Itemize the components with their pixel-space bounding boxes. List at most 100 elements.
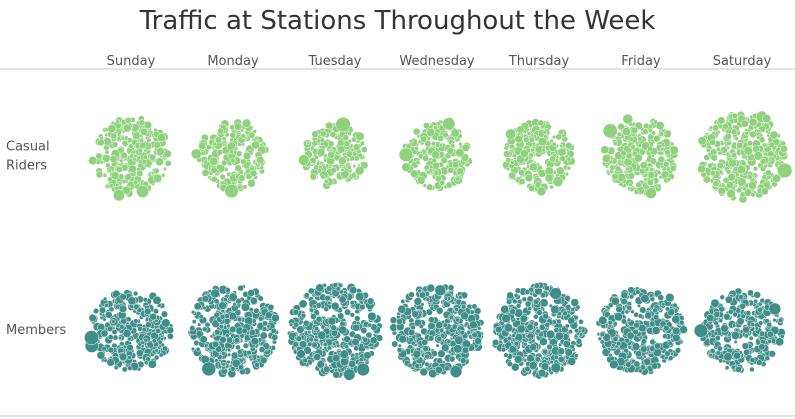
- bubble: [221, 361, 226, 367]
- bubble: [315, 315, 323, 323]
- bubble: [437, 349, 446, 358]
- bubble: [732, 311, 739, 318]
- bubble: [541, 147, 546, 153]
- bubble: [443, 365, 450, 372]
- bubble: [199, 335, 208, 344]
- bubble: [567, 329, 573, 335]
- bubble: [226, 352, 232, 357]
- bubble: [344, 308, 352, 316]
- bubble-large: [536, 186, 547, 197]
- bubble: [503, 352, 509, 358]
- cluster-members-friday: [595, 286, 688, 376]
- bubble: [354, 309, 360, 315]
- bubble: [529, 343, 538, 352]
- bubble: [633, 360, 641, 368]
- bubble: [723, 313, 731, 321]
- bubble: [506, 360, 513, 367]
- bubble: [758, 136, 766, 144]
- bubble: [712, 180, 720, 188]
- bubble: [113, 365, 119, 371]
- bubble: [639, 161, 648, 170]
- bubble: [256, 354, 261, 360]
- bubble: [249, 165, 255, 172]
- bubble: [424, 353, 430, 360]
- bubble: [716, 345, 723, 352]
- bubble: [127, 365, 133, 371]
- bubble: [354, 315, 361, 322]
- bubble: [518, 178, 526, 186]
- bubble: [663, 324, 670, 332]
- bubble: [749, 357, 756, 363]
- bubble: [216, 149, 224, 156]
- bubble: [616, 131, 623, 138]
- bubble: [271, 313, 280, 323]
- bubble: [157, 133, 166, 142]
- bubble-large: [356, 362, 370, 377]
- bubble: [258, 346, 266, 353]
- bubble: [296, 349, 306, 359]
- bubble: [242, 184, 248, 190]
- bubble: [543, 285, 550, 292]
- bubble: [474, 337, 482, 345]
- bubble: [672, 302, 678, 308]
- bubble: [503, 150, 511, 158]
- bubble: [742, 326, 750, 334]
- cluster-casual-thursday: [502, 118, 576, 197]
- bubble: [220, 350, 226, 356]
- bubble: [133, 318, 139, 324]
- bubble: [553, 327, 560, 334]
- bubble: [103, 137, 112, 146]
- bubble: [559, 155, 566, 162]
- bubble: [528, 152, 534, 158]
- bubble: [714, 335, 721, 341]
- bubble: [740, 313, 746, 319]
- bubble: [612, 335, 619, 342]
- bubble: [506, 335, 512, 341]
- bubble: [248, 131, 256, 139]
- bubble: [454, 306, 460, 312]
- bubble: [221, 159, 228, 167]
- bubble: [557, 347, 566, 356]
- bubble: [628, 182, 633, 187]
- bubble: [598, 315, 608, 325]
- bubble: [626, 331, 635, 340]
- bubble: [128, 143, 134, 149]
- bubble: [422, 345, 429, 352]
- bubble: [743, 333, 749, 339]
- bubble: [623, 157, 633, 167]
- bubble: [625, 152, 633, 160]
- bubble-large: [84, 330, 99, 346]
- bubble: [453, 344, 463, 354]
- bubble: [108, 183, 114, 189]
- bubble: [514, 355, 523, 364]
- bubble: [210, 166, 218, 174]
- bubble: [567, 316, 576, 325]
- bubble: [542, 130, 548, 135]
- bubble: [627, 286, 635, 294]
- bubble: [633, 189, 640, 195]
- bubble: [756, 359, 763, 366]
- bubble: [201, 295, 209, 303]
- bubble: [120, 136, 126, 141]
- bubble: [578, 325, 583, 331]
- bubble: [95, 170, 104, 179]
- bubble: [139, 127, 148, 136]
- bubble-large: [398, 147, 414, 162]
- bubble: [428, 368, 438, 379]
- bubble: [335, 343, 341, 349]
- bubble: [624, 309, 630, 315]
- bubble: [640, 293, 650, 304]
- bubble: [254, 361, 260, 368]
- bubble: [326, 345, 332, 351]
- bubble: [309, 173, 317, 181]
- bubble: [625, 361, 632, 368]
- bubble: [662, 333, 668, 339]
- bubble-large: [121, 185, 131, 195]
- bubble: [317, 330, 327, 340]
- bubble: [435, 306, 444, 315]
- bubble: [224, 287, 231, 294]
- bubble: [669, 145, 679, 155]
- bubble: [352, 163, 357, 169]
- bubble: [763, 163, 769, 169]
- bubble: [629, 294, 635, 300]
